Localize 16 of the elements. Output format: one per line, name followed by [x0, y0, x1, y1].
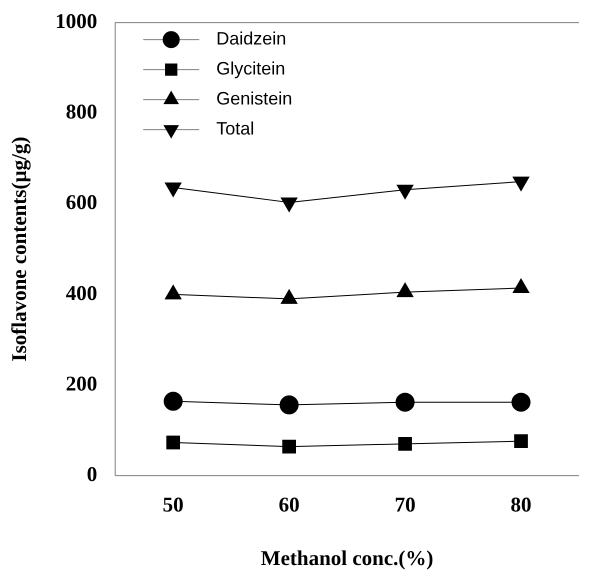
y-tick-label: 1000: [55, 9, 98, 34]
y-tick-label: 600: [66, 190, 98, 214]
x-tick-label: 60: [278, 492, 300, 517]
y-axis-title: Isoflavone contents(µg/g): [7, 136, 32, 362]
y-tick-label: 400: [66, 280, 98, 305]
x-tick-label: 50: [162, 492, 184, 517]
x-tick-label: 80: [510, 492, 532, 517]
x-axis-title: Methanol conc.(%): [260, 546, 434, 570]
legend-label: Total: [216, 118, 254, 139]
legend-label: Daidzein: [216, 28, 286, 49]
x-tick-label: 70: [394, 492, 416, 517]
legend-label: Genistein: [216, 88, 292, 109]
legend-label: Glycitein: [216, 58, 286, 79]
y-tick-label: 0: [86, 462, 98, 486]
y-tick-label: 800: [66, 100, 98, 124]
y-tick-label: 200: [66, 371, 98, 396]
